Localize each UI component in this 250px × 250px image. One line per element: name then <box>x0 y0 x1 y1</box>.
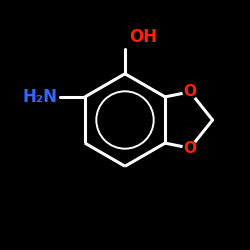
Text: OH: OH <box>129 28 157 46</box>
Text: H₂N: H₂N <box>22 88 58 106</box>
Text: O: O <box>184 84 196 99</box>
Circle shape <box>183 141 197 155</box>
Text: O: O <box>184 140 196 156</box>
Circle shape <box>183 85 197 99</box>
